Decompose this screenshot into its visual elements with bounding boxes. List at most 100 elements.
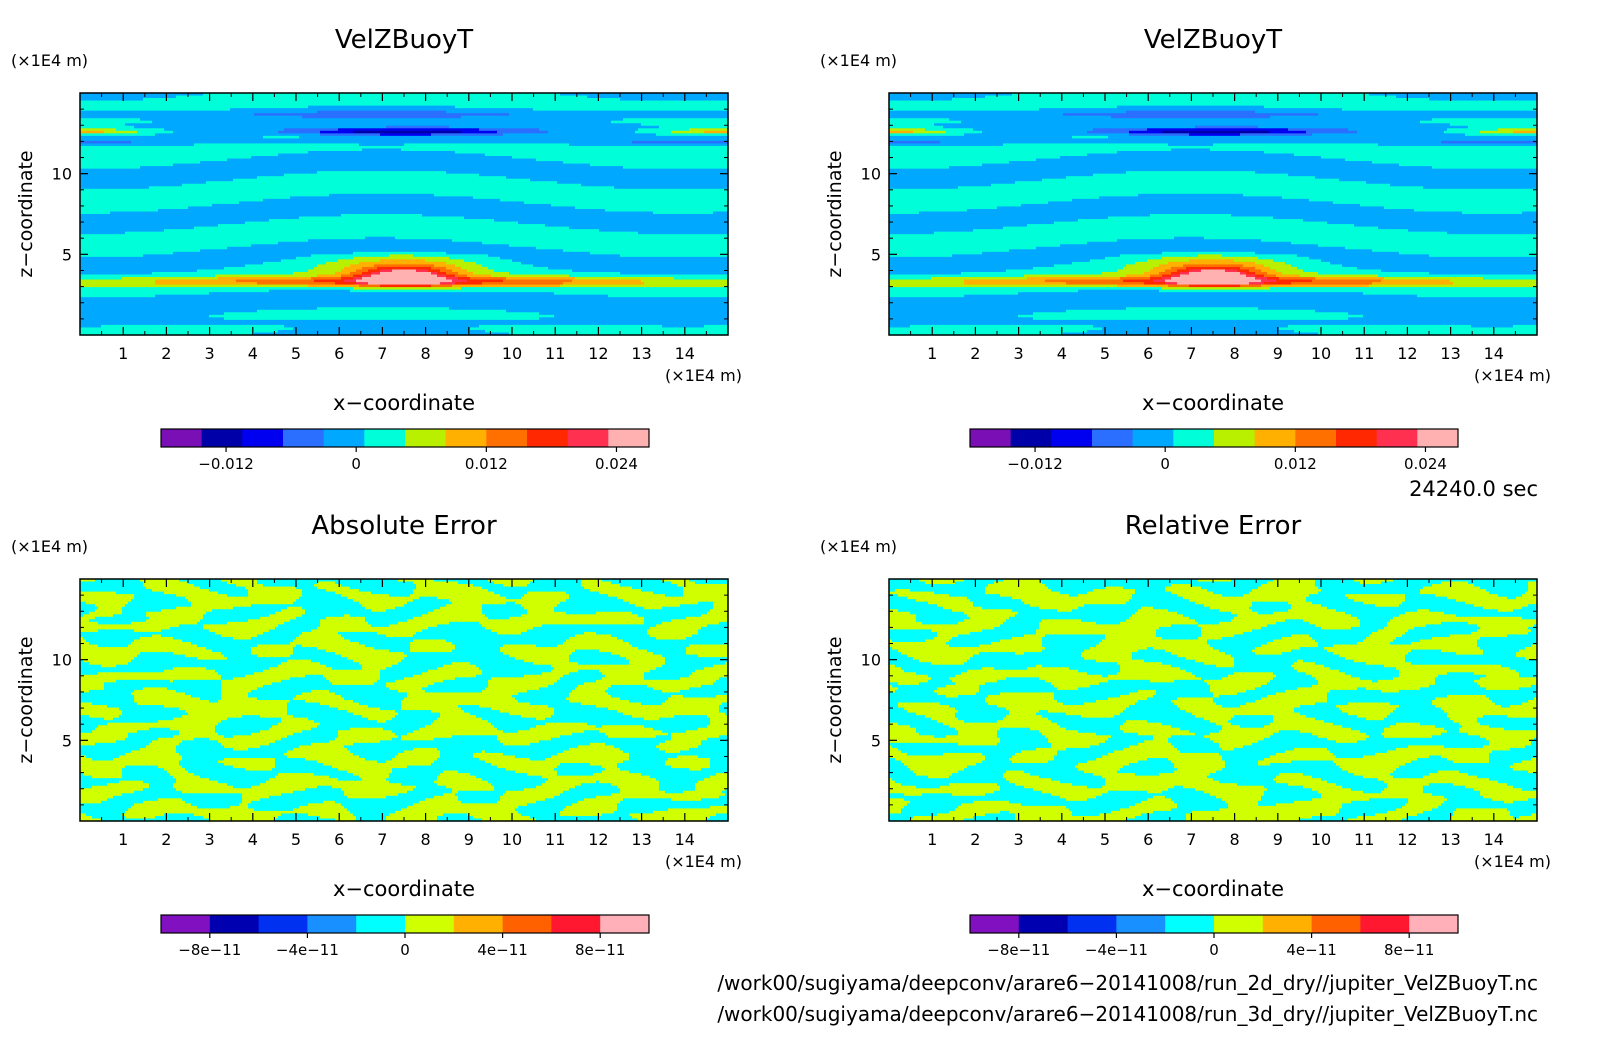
heatmap-cell [1162,722,1217,726]
heatmap-cell [470,277,507,281]
heatmap-cell [1240,266,1256,271]
heatmap-cell [997,730,1040,734]
heatmap-cell [134,700,210,704]
heatmap-cell [503,793,561,797]
heatmap-cell [1039,108,1343,112]
heatmap-cell [961,672,1088,676]
heatmap-cell [1348,818,1403,822]
heatmap-cell [284,621,321,625]
heatmap-cell [689,768,702,772]
heatmap-cell [656,735,672,739]
heatmap-cell [1297,659,1304,663]
heatmap-cell [188,770,348,774]
heatmap-cell [308,717,369,721]
heatmap-cell [80,760,180,764]
colorbar-segment [600,915,650,933]
heatmap-cell [506,596,522,600]
heatmap-cell [446,171,729,175]
heatmap-cell [955,581,995,585]
heatmap-cell [889,221,1055,225]
heatmap-cell [1294,710,1343,714]
heatmap-cell [386,609,435,613]
heatmap-cell [1003,226,1379,230]
heatmap-cell [1288,601,1313,605]
heatmap-cell [1129,130,1163,134]
heatmap-cell [892,778,1007,782]
heatmap-cell [311,629,423,633]
heatmap-cell [332,785,417,789]
heatmap-cell [80,740,117,744]
heatmap-cell [362,664,393,668]
heatmap-cell [1108,737,1154,741]
heatmap-cell [1477,775,1538,779]
heatmap-cell [701,684,729,688]
heatmap-cell [572,689,606,694]
heatmap-cell [1255,261,1286,266]
heatmap-cell [302,606,366,610]
heatmap-cell [907,596,968,600]
heatmap-cell [1447,730,1460,734]
heatmap-cell [1423,586,1481,590]
heatmap-cell [1309,594,1346,598]
heatmap-cell [1000,727,1031,731]
heatmap-cell [1042,619,1082,623]
heatmap-cell [1522,594,1538,598]
z-tick-label: 5 [871,245,881,264]
heatmap-cell [1210,732,1274,736]
heatmap-cell [302,644,366,648]
heatmap-cell [1213,143,1379,147]
heatmap-cell [569,274,729,278]
heatmap-cell [1204,662,1235,666]
heatmap-cell [1231,619,1286,623]
heatmap-cell [1093,324,1289,329]
heatmap-cell [1054,697,1109,701]
heatmap-cell [143,780,177,784]
heatmap-cell [149,742,180,746]
heatmap-cell [629,757,669,762]
heatmap-cell [1039,626,1160,631]
heatmap-cell [134,803,192,807]
heatmap-cell [1150,274,1163,278]
colorbar-segment [209,915,259,933]
heatmap-cell [488,266,549,271]
heatmap-cell [440,773,471,777]
heatmap-cell [617,803,729,807]
heatmap-cell [1345,158,1538,162]
heatmap-cell [1135,803,1178,807]
heatmap-cell [251,156,513,160]
heatmap-cell [80,282,156,286]
heatmap-cell [1078,289,1160,293]
heatmap-cell [1273,778,1322,782]
heatmap-cell [80,110,318,114]
heatmap-cell [1399,604,1475,608]
heatmap-cell [937,692,977,696]
heatmap-cell [689,747,729,752]
heatmap-cell [182,183,582,187]
heatmap-cell [443,793,456,797]
heatmap-cell [275,763,324,767]
heatmap-cell [485,153,729,157]
heatmap-cell [1003,717,1049,721]
heatmap-cell [551,737,672,741]
heatmap-cell [1072,810,1112,815]
heatmap-cell [1042,715,1082,719]
heatmap-cell [671,798,702,802]
heatmap-cell [1261,626,1322,631]
heatmap-cell [889,239,1118,243]
heatmap-cell [1396,707,1442,711]
heatmap-cell [209,314,555,318]
heatmap-cell [428,684,489,688]
heatmap-cell [452,284,561,288]
heatmap-cell [1090,259,1148,263]
heatmap-cell [122,773,171,777]
heatmap-cell [889,183,992,187]
heatmap-cell [889,271,962,276]
heatmap-cell [353,752,399,757]
heatmap-cell [1180,750,1286,754]
heatmap-cell [1015,815,1136,820]
heatmap-cell [1531,684,1538,688]
heatmap-cell [350,271,363,276]
heatmap-cell [1432,702,1496,706]
heatmap-cell [503,279,573,283]
heatmap-cell [449,599,567,603]
